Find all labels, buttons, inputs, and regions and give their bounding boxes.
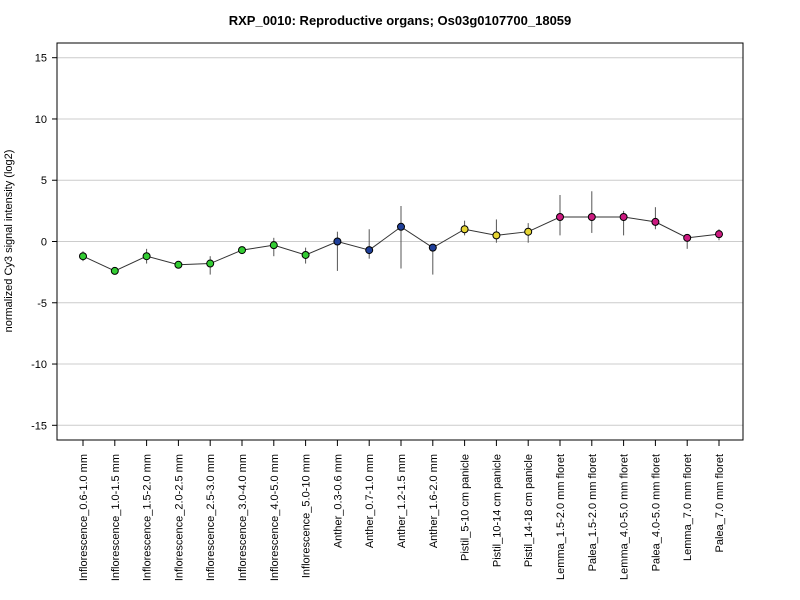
y-axis-label: normalized Cy3 signal intensity (log2) xyxy=(3,150,15,333)
data-point xyxy=(524,227,533,236)
x-tick-label: Anther_1.2-1.5 mm xyxy=(396,454,408,548)
data-point xyxy=(397,222,405,231)
data-point xyxy=(651,217,660,226)
x-tick-label: Inflorescence_2.0-2.5 mm xyxy=(173,454,185,581)
chart-title: RXP_0010: Reproductive organs; Os03g0107… xyxy=(229,13,572,28)
y-axis: -15 -10 -5 0 5 10 15 xyxy=(31,53,57,432)
data-point xyxy=(142,252,151,261)
data-points xyxy=(79,212,723,275)
data-point xyxy=(556,212,564,221)
x-tick-label: Inflorescence_1.5-2.0 mm xyxy=(142,454,154,581)
x-tick-label: Pistil_14-18 cm panicle xyxy=(523,454,535,567)
x-tick-label: Inflorescence_2.5-3.0 mm xyxy=(205,454,217,581)
data-point xyxy=(269,241,278,250)
x-tick-label: Palea_1.5-2.0 mm floret xyxy=(587,454,599,571)
x-tick-label: Pistil_5-10 cm panicle xyxy=(460,454,472,561)
x-tick-label: Pistil_10-14 cm panicle xyxy=(491,454,503,567)
y-tick-label: -5 xyxy=(37,298,47,310)
y-tick-label: 5 xyxy=(41,175,47,187)
x-tick-label: Lemma_4.0-5.0 mm floret xyxy=(619,454,631,580)
x-tick-label: Inflorescence_1.0-1.5 mm xyxy=(110,454,122,581)
x-axis: Inflorescence_0.6-1.0 mm Inflorescence_1.… xyxy=(78,440,726,581)
data-point xyxy=(174,260,183,269)
x-tick-label: Palea_7.0 mm floret xyxy=(714,454,726,552)
x-tick-label: Inflorescence_3.0-4.0 mm xyxy=(237,454,249,581)
data-point xyxy=(238,246,246,255)
x-tick-label: Anther_1.6-2.0 mm xyxy=(428,454,440,548)
y-tick-label: -15 xyxy=(31,420,47,432)
grid xyxy=(57,57,743,426)
data-point xyxy=(301,250,310,259)
x-tick-label: Anther_0.7-1.0 mm xyxy=(364,454,376,548)
x-tick-label: Inflorescence_4.0-5.0 mm xyxy=(269,454,281,581)
data-point xyxy=(460,225,469,234)
x-tick-label: Inflorescence_0.6-1.0 mm xyxy=(78,454,90,581)
x-tick-label: Anther_0.3-0.6 mm xyxy=(332,454,344,548)
x-tick-label: Inflorescence_5.0-10 mm xyxy=(301,454,313,578)
y-tick-label: 15 xyxy=(35,53,47,65)
data-point xyxy=(683,233,692,242)
data-point xyxy=(206,259,215,268)
x-tick-label: Palea_4.0-5.0 mm floret xyxy=(650,454,662,571)
data-point xyxy=(365,246,374,255)
data-point xyxy=(428,243,437,252)
data-point xyxy=(79,252,87,261)
data-point xyxy=(492,231,501,240)
data-point xyxy=(619,212,628,221)
x-tick-label: Lemma_7.0 mm floret xyxy=(682,454,694,561)
data-point xyxy=(587,212,596,221)
data-point xyxy=(110,266,119,275)
y-tick-label: 0 xyxy=(41,237,47,249)
y-tick-label: 10 xyxy=(35,114,47,126)
y-tick-label: -10 xyxy=(31,359,47,371)
data-point xyxy=(715,230,723,239)
data-point xyxy=(333,237,342,246)
x-tick-label: Lemma_1.5-2.0 mm floret xyxy=(555,454,567,580)
